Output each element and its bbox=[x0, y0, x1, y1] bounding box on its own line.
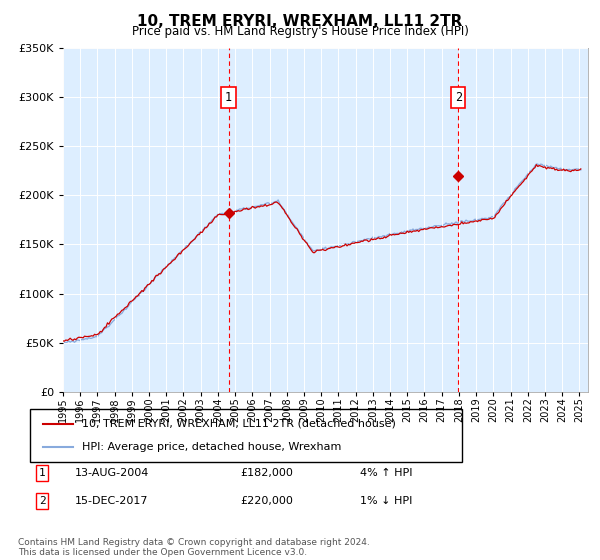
Text: HPI: Average price, detached house, Wrexham: HPI: Average price, detached house, Wrex… bbox=[82, 442, 341, 452]
Text: 2: 2 bbox=[455, 91, 462, 104]
Text: 1% ↓ HPI: 1% ↓ HPI bbox=[360, 496, 412, 506]
Text: 1: 1 bbox=[225, 91, 232, 104]
Text: 13-AUG-2004: 13-AUG-2004 bbox=[75, 468, 149, 478]
Text: Price paid vs. HM Land Registry's House Price Index (HPI): Price paid vs. HM Land Registry's House … bbox=[131, 25, 469, 38]
Text: 15-DEC-2017: 15-DEC-2017 bbox=[75, 496, 149, 506]
Text: Contains HM Land Registry data © Crown copyright and database right 2024.
This d: Contains HM Land Registry data © Crown c… bbox=[18, 538, 370, 557]
Text: £182,000: £182,000 bbox=[240, 468, 293, 478]
Text: £220,000: £220,000 bbox=[240, 496, 293, 506]
Text: 10, TREM ERYRI, WREXHAM, LL11 2TR (detached house): 10, TREM ERYRI, WREXHAM, LL11 2TR (detac… bbox=[82, 419, 396, 429]
Text: 10, TREM ERYRI, WREXHAM, LL11 2TR: 10, TREM ERYRI, WREXHAM, LL11 2TR bbox=[137, 14, 463, 29]
Text: 4% ↑ HPI: 4% ↑ HPI bbox=[360, 468, 413, 478]
Text: 2: 2 bbox=[38, 496, 46, 506]
Text: 1: 1 bbox=[38, 468, 46, 478]
